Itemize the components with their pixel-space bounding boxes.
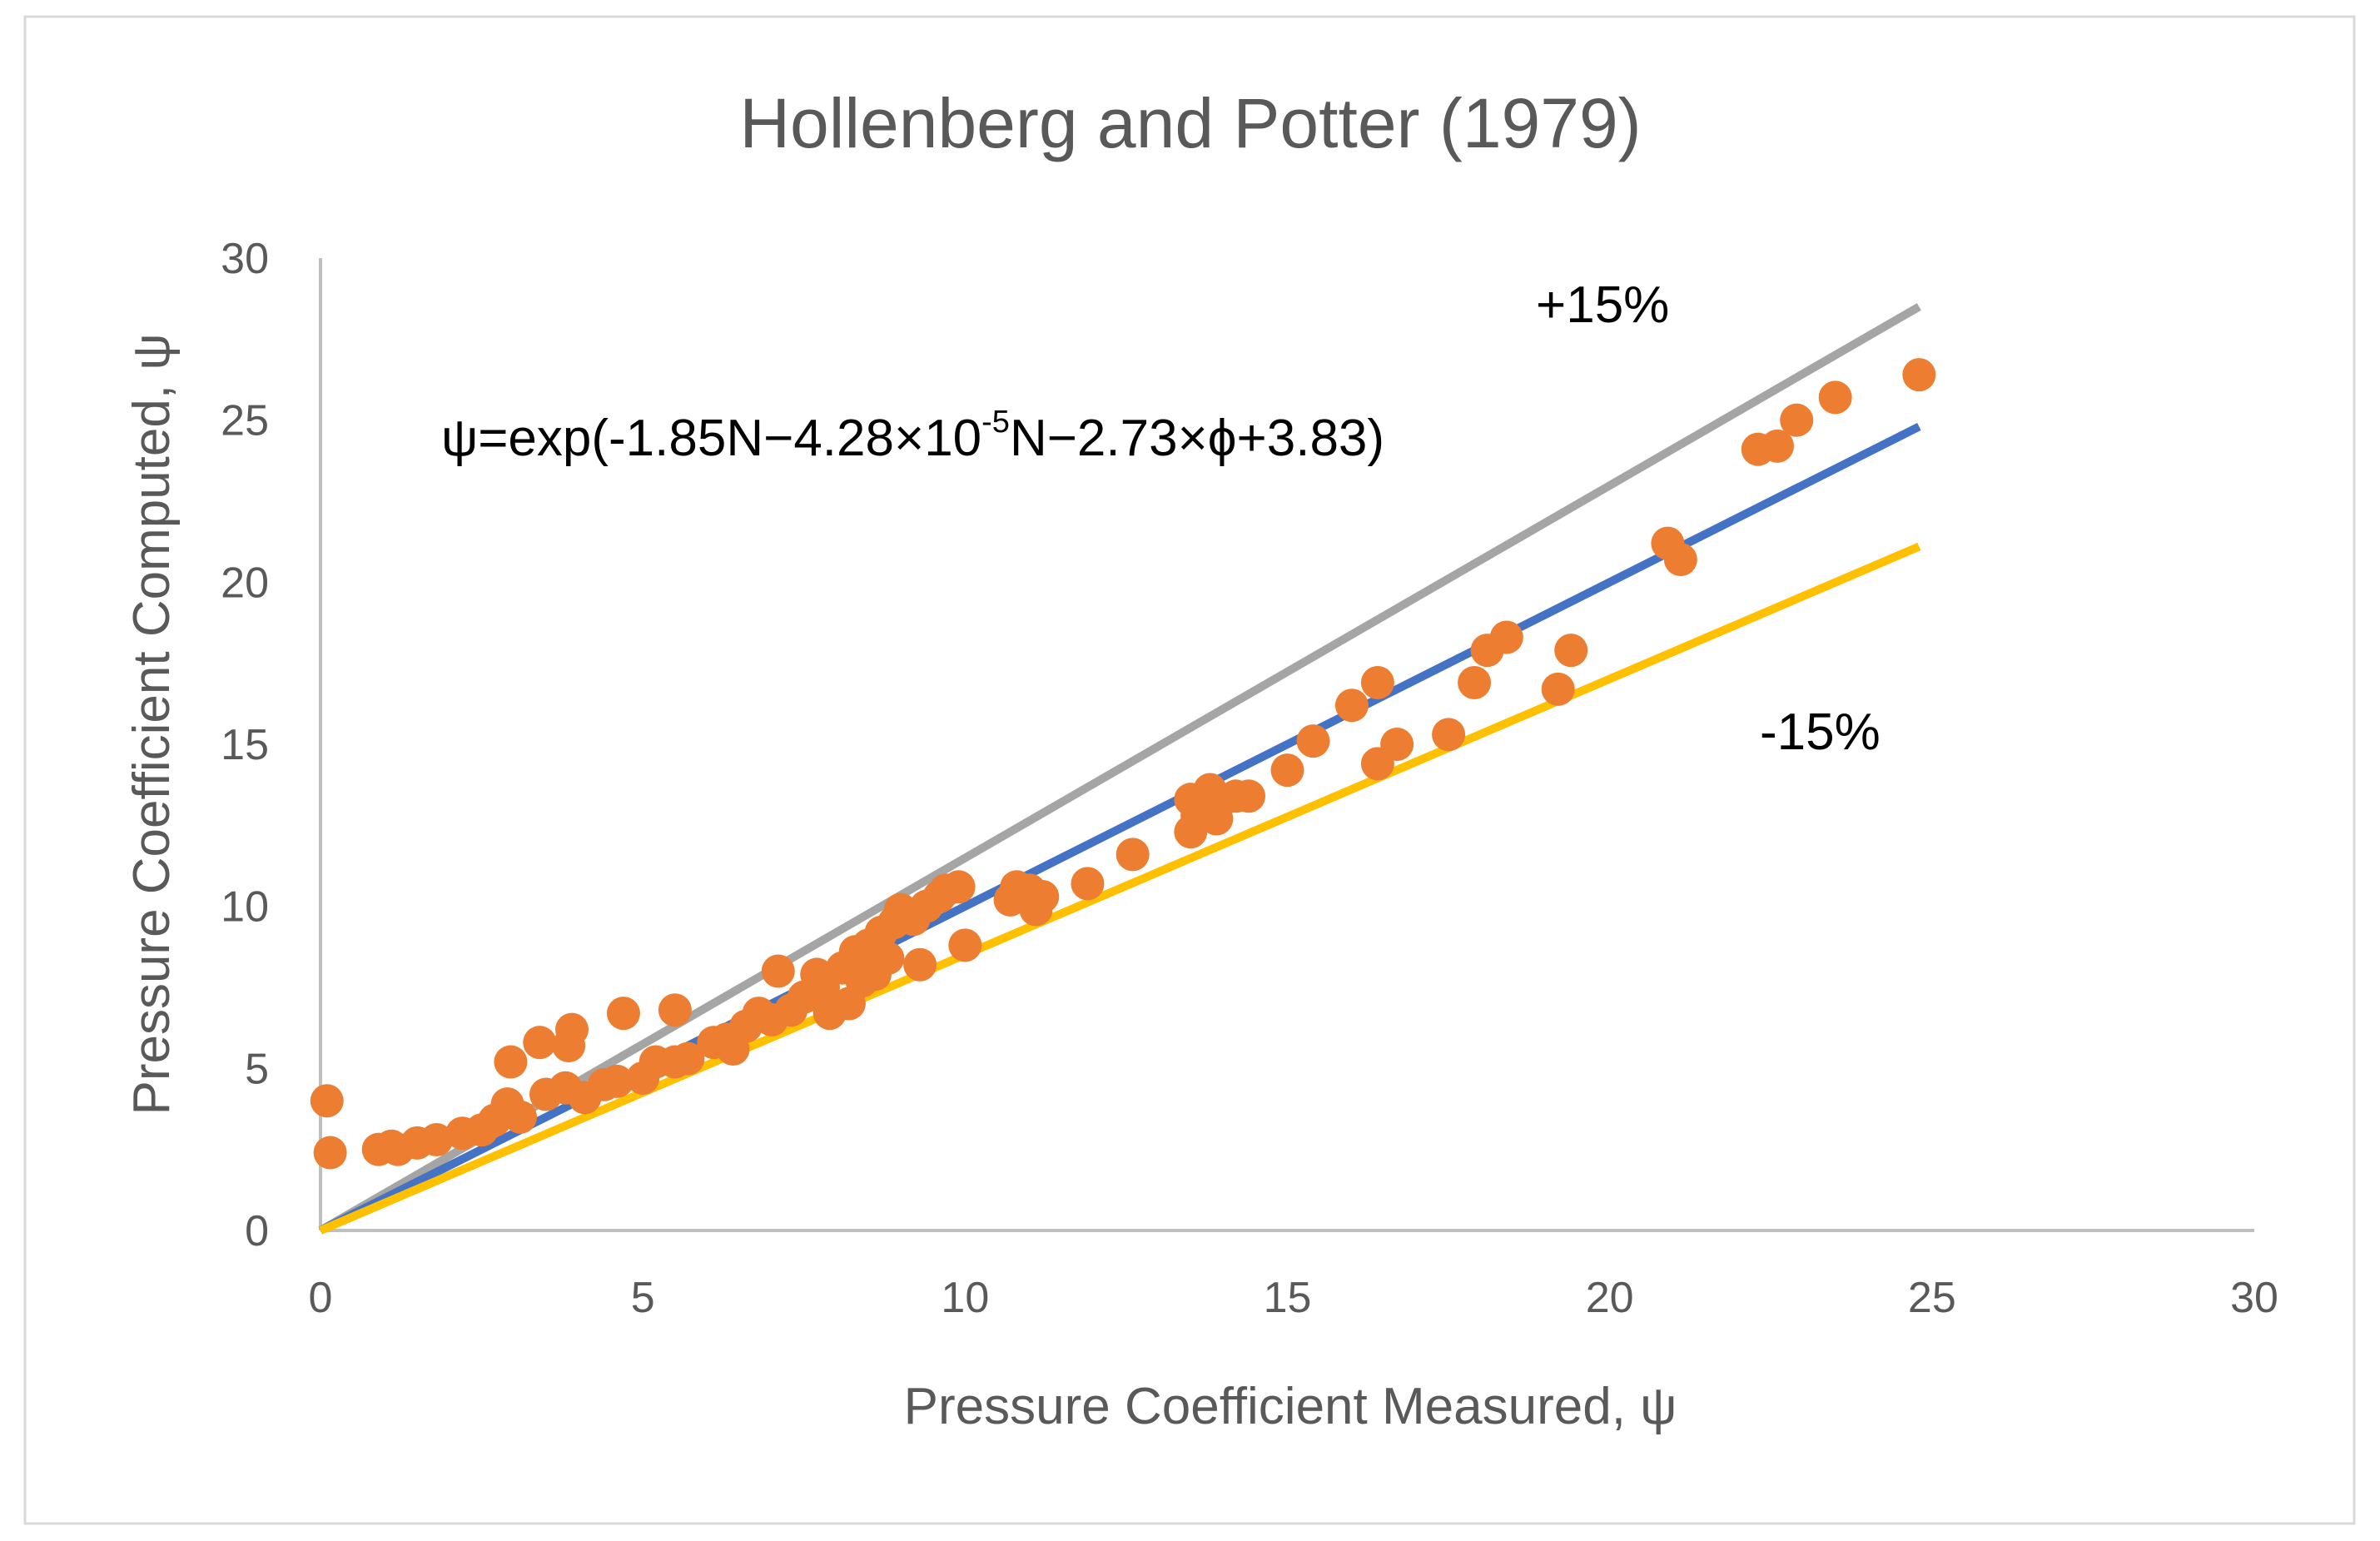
y-axis-label: Pressure Coefficient Computed, ψ (123, 333, 181, 1115)
x-tick-label: 30 (2230, 1274, 2278, 1322)
data-point (1780, 403, 1814, 437)
equation-label: ψ=exp(-1.85N−4.28×10-5N−2.73×ϕ+3.83) (441, 405, 1384, 467)
y-tick-label: 25 (221, 397, 269, 445)
y-tick-labels: 0 5 10 15 20 25 30 (221, 235, 269, 1255)
data-point (658, 993, 692, 1027)
data-point (1541, 672, 1575, 706)
data-point (1432, 718, 1466, 752)
y-tick-label: 10 (221, 883, 269, 932)
data-point (1026, 879, 1060, 913)
data-point (554, 1012, 589, 1046)
y-tick-label: 0 (245, 1207, 269, 1255)
equation-main: ψ=exp(-1.85N−4.28×10 (441, 410, 981, 467)
x-tick-label: 20 (1586, 1274, 1634, 1322)
x-tick-label: 15 (1264, 1274, 1312, 1322)
x-tick-label: 10 (941, 1274, 989, 1322)
y-tick-label: 5 (245, 1045, 269, 1093)
data-point (420, 1122, 454, 1156)
data-point (948, 928, 982, 962)
data-point (1380, 728, 1414, 761)
ref-line-minus15 (319, 542, 1921, 1235)
data-point (504, 1100, 538, 1134)
ref-line-plus15 (318, 303, 1921, 1235)
plus15-label: +15% (1536, 276, 1669, 334)
data-point (1232, 779, 1266, 813)
data-point (1270, 753, 1304, 788)
x-tick-labels: 0 5 10 15 20 25 30 (309, 1274, 2278, 1322)
x-tick-label: 0 (309, 1274, 333, 1322)
data-point (1902, 358, 1936, 392)
data-point (1458, 666, 1492, 700)
data-point (942, 870, 976, 904)
y-tick-label: 30 (221, 235, 269, 283)
data-point (600, 1064, 634, 1098)
data-point (1554, 634, 1588, 668)
data-point (313, 1136, 347, 1170)
data-point (671, 1041, 705, 1076)
y-tick-label: 20 (221, 559, 269, 607)
data-point (871, 941, 905, 975)
data-point (1360, 666, 1394, 700)
data-point (1818, 380, 1852, 415)
x-axis-label: Pressure Coefficient Measured, ψ (904, 1378, 1677, 1435)
data-point (1115, 838, 1150, 872)
data-point (1489, 620, 1523, 654)
data-point (1760, 429, 1794, 463)
data-point (606, 997, 640, 1031)
data-point (1071, 867, 1105, 901)
chart-title: Hollenberg and Potter (1979) (739, 84, 1641, 162)
x-tick-label: 25 (1908, 1274, 1956, 1322)
equation-rest: N−2.73×ϕ+3.83) (1010, 410, 1384, 467)
y-tick-label: 15 (221, 721, 269, 769)
data-point (1334, 688, 1369, 723)
chart-frame (23, 15, 2356, 1525)
data-point (310, 1084, 344, 1118)
equation-exponent: -5 (981, 405, 1010, 440)
data-point (494, 1045, 528, 1079)
data-point (1296, 724, 1330, 758)
data-point (523, 1026, 557, 1060)
minus15-label: -15% (1760, 703, 1881, 761)
x-tick-label: 5 (631, 1274, 655, 1322)
data-point (1663, 543, 1697, 577)
scatter-points (310, 358, 1936, 1170)
data-point (761, 954, 795, 988)
data-point (903, 947, 937, 982)
